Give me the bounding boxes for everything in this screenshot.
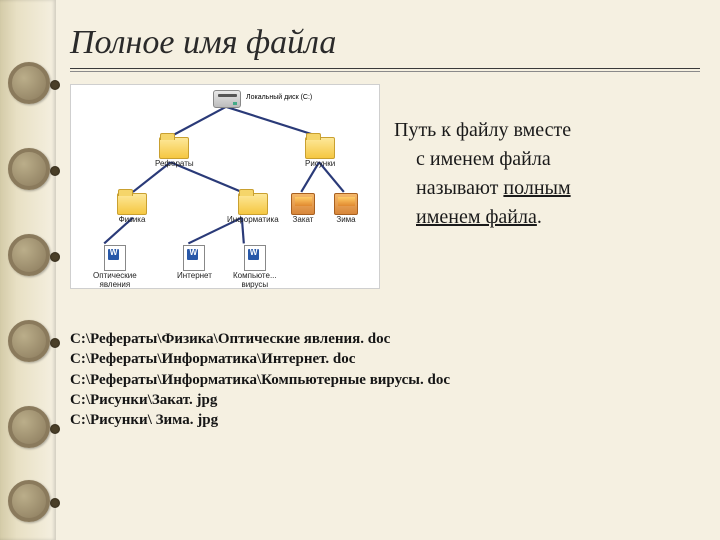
node-doc-optical: Оптические явления — [93, 245, 137, 290]
node-doc-internet: Интернет — [177, 245, 212, 280]
slide-content: Полное имя файла Локальный диск (C:) Реф… — [70, 24, 700, 430]
text-fragment: . — [537, 206, 542, 228]
folder-icon — [238, 193, 268, 215]
path-item: C:\Рефераты\Информатика\Компьютерные вир… — [70, 370, 700, 390]
doc-label: Оптические — [93, 272, 137, 280]
image-label: Закат — [293, 216, 314, 224]
binder-ring — [8, 148, 50, 190]
text-underline: полным — [503, 177, 570, 199]
text-line: Путь к файлу вместе — [394, 119, 571, 141]
page-title: Полное имя файла — [70, 24, 700, 62]
image-label: Зима — [336, 216, 355, 224]
doc-label-2: вирусы — [241, 281, 268, 289]
path-item: C:\Рефераты\Информатика\Интернет. doc — [70, 349, 700, 369]
node-folder-fizika: Физика — [117, 193, 147, 224]
binder-ring — [8, 406, 50, 448]
text-line: с именем файла называют полным именем фа… — [394, 145, 700, 232]
binder-ring — [8, 62, 50, 104]
image-icon — [291, 193, 315, 215]
image-icon — [334, 193, 358, 215]
doc-label: Компьюте... — [233, 272, 277, 280]
node-folder-informatika: Информатика — [227, 193, 279, 224]
node-folder-referaty: Рефераты — [155, 137, 194, 168]
definition-text: Путь к файлу вместе с именем файла назыв… — [394, 84, 700, 289]
node-image-zakat: Закат — [291, 193, 315, 224]
folder-label: Физика — [119, 216, 146, 224]
node-drive — [213, 90, 241, 108]
node-image-zima: Зима — [334, 193, 358, 224]
binder-ring — [8, 480, 50, 522]
binder-ring — [8, 320, 50, 362]
doc-icon — [244, 245, 266, 271]
folder-label: Информатика — [227, 216, 279, 224]
text-fragment: называют — [416, 177, 503, 199]
binder-ring — [8, 234, 50, 276]
folder-icon — [117, 193, 147, 215]
path-item: C:\Рисунки\Закат. jpg — [70, 390, 700, 410]
node-folder-risunki: Рисунки — [305, 137, 335, 168]
folder-label: Рефераты — [155, 160, 194, 168]
path-item: C:\Рисунки\ Зима. jpg — [70, 410, 700, 430]
folder-label: Рисунки — [305, 160, 335, 168]
folder-icon — [305, 137, 335, 159]
divider-secondary — [70, 71, 700, 72]
doc-label: Интернет — [177, 272, 212, 280]
folder-icon — [159, 137, 189, 159]
text-fragment: с именем файла — [416, 148, 551, 170]
doc-icon — [104, 245, 126, 271]
file-tree-diagram: Локальный диск (C:) Рефераты Рисунки Физ… — [70, 84, 380, 289]
doc-icon — [183, 245, 205, 271]
doc-label-2: явления — [100, 281, 131, 289]
path-item: C:\Рефераты\Физика\Оптические явления. d… — [70, 329, 700, 349]
divider — [70, 68, 700, 69]
drive-icon — [213, 90, 241, 108]
spiral-binding — [0, 0, 56, 540]
text-underline: именем файла — [416, 206, 537, 228]
node-doc-viruses: Компьюте... вирусы — [233, 245, 277, 290]
file-path-list: C:\Рефераты\Физика\Оптические явления. d… — [70, 329, 700, 430]
drive-label: Локальный диск (C:) — [246, 94, 312, 101]
main-row: Локальный диск (C:) Рефераты Рисунки Физ… — [70, 84, 700, 289]
